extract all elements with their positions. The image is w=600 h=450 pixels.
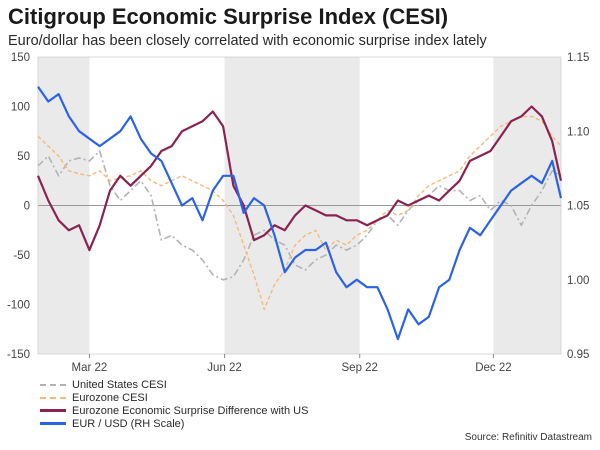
- right-tick-label: 1.10: [567, 126, 589, 138]
- left-tick-label: -100: [7, 300, 30, 312]
- x-tick-label: Mar 22: [72, 362, 108, 374]
- right-axis-ticks: 1.15 1.10 1.05 1.00 0.95: [567, 52, 589, 361]
- series-line-2: [36, 105, 563, 252]
- series-line-1: [37, 115, 562, 311]
- left-tick-label: -50: [13, 250, 30, 262]
- legend-label: EUR / USD (RH Scale): [72, 417, 185, 430]
- legend-label: Eurozone CESI: [72, 391, 148, 404]
- chart-title: Citigroup Economic Surprise Index (CESI): [8, 4, 449, 29]
- right-tick-label: 1.05: [567, 201, 589, 213]
- legend-swatch: [40, 383, 66, 386]
- x-tick-label: Sep 22: [342, 362, 378, 374]
- legend-item: United States CESI: [40, 378, 308, 391]
- legend-swatch: [40, 396, 66, 399]
- plot-frame: [37, 56, 562, 355]
- x-tick-label: Dec 22: [475, 362, 511, 374]
- left-axis-ticks: 150 100 50 0 -50 -100 -150: [7, 52, 30, 361]
- legend-item: Eurozone CESI: [40, 391, 308, 404]
- right-tick-label: 1.15: [567, 52, 589, 64]
- legend-label: United States CESI: [72, 378, 167, 391]
- legend-swatch: [40, 422, 66, 425]
- source-note: Source: Refinitiv Datastream: [464, 432, 592, 443]
- right-tick-label: 0.95: [567, 349, 589, 361]
- legend-swatch: [40, 409, 66, 412]
- series-line-3: [37, 86, 563, 341]
- left-tick-label: 0: [24, 201, 30, 213]
- series-line-0: [37, 150, 562, 281]
- x-tick-label: Jun 22: [207, 362, 242, 374]
- left-tick-label: 150: [11, 52, 30, 64]
- left-tick-label: 100: [11, 102, 30, 114]
- series-lines: [36, 86, 563, 341]
- legend-item: Eurozone Economic Surprise Difference wi…: [40, 404, 308, 417]
- legend-label: Eurozone Economic Surprise Difference wi…: [72, 404, 309, 417]
- legend-item: EUR / USD (RH Scale): [40, 417, 308, 430]
- left-tick-label: -150: [7, 349, 30, 361]
- right-tick-label: 1.00: [567, 275, 589, 287]
- left-tick-label: 50: [17, 151, 30, 163]
- legend: United States CESI Eurozone CESI Eurozone …: [40, 378, 308, 430]
- chart-subtitle: Euro/dollar has been closely correlated …: [8, 33, 487, 49]
- x-axis-ticks: Mar 22 Jun 22 Sep 22 Dec 22: [72, 354, 512, 374]
